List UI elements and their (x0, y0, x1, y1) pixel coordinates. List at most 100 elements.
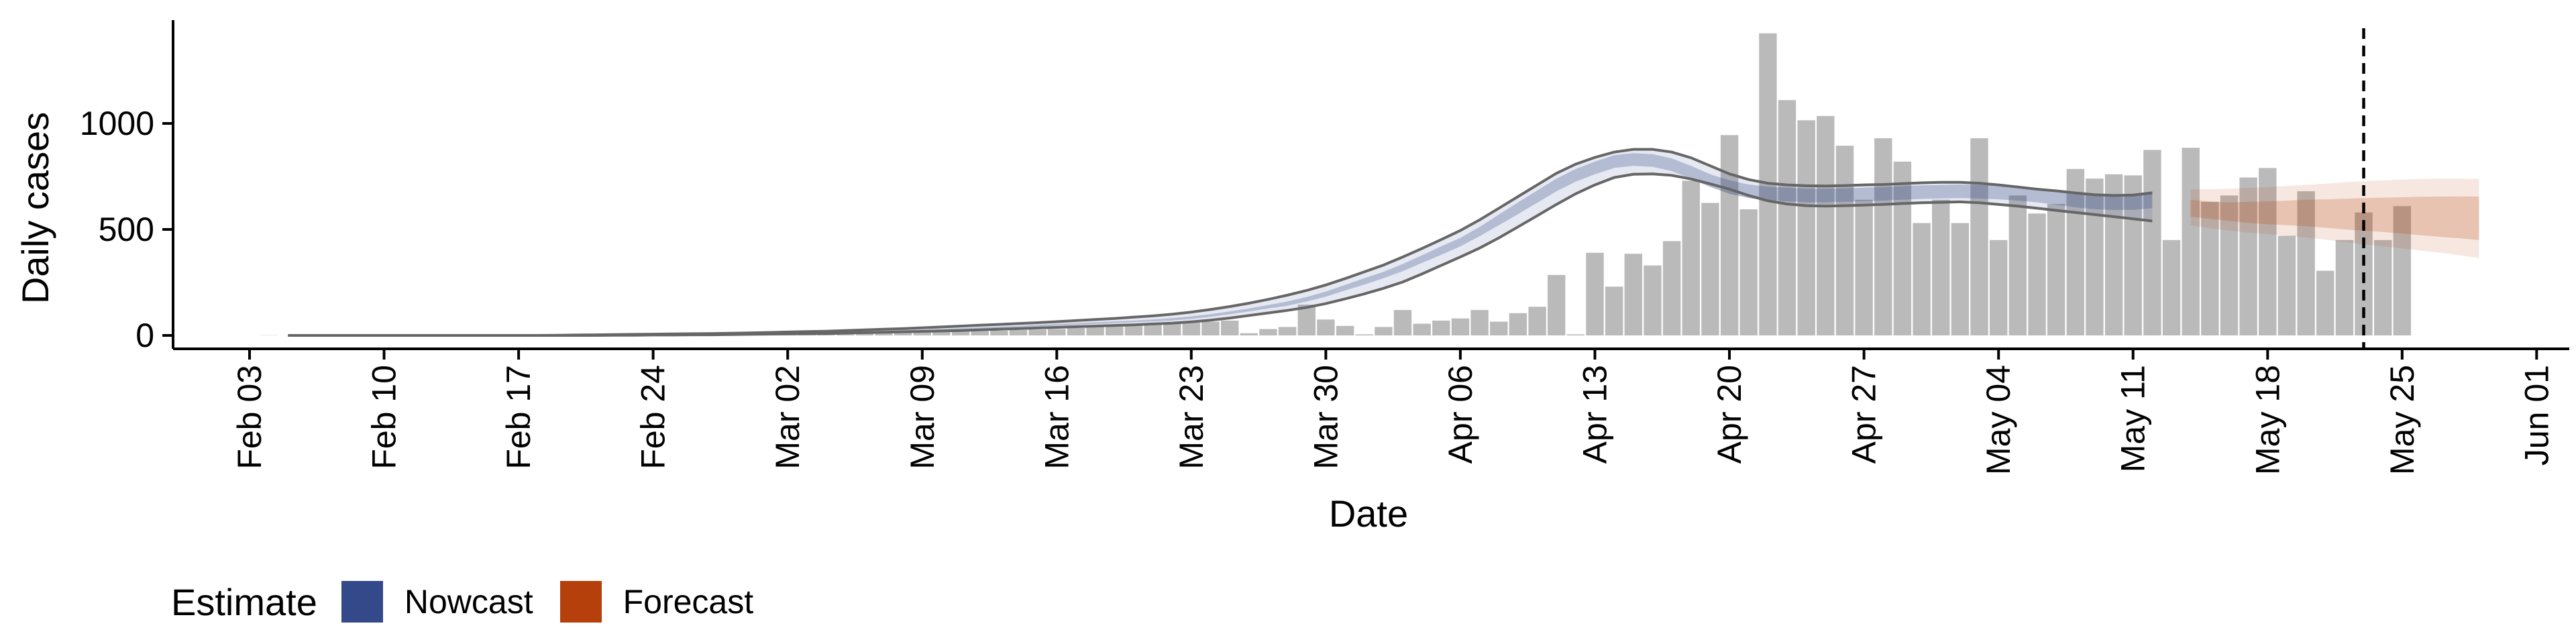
case-bar (913, 332, 931, 335)
legend-swatch-nowcast (341, 581, 383, 623)
case-bar (1586, 252, 1604, 335)
x-tick-label: May 18 (2249, 365, 2286, 475)
case-bar (1144, 325, 1162, 335)
y-axis-ticks: 0 500 1000 (80, 105, 173, 354)
x-tick-label: May 11 (2114, 365, 2152, 472)
y-tick-label: 0 (136, 317, 154, 354)
case-bar (1662, 241, 1681, 335)
x-tick-label: May 25 (2383, 365, 2421, 475)
case-bar (990, 331, 1008, 335)
legend-title: Estimate (171, 580, 317, 623)
case-bar (2201, 201, 2219, 335)
case-bar (1297, 305, 1316, 335)
case-bar (1566, 334, 1585, 335)
case-bar (1893, 161, 1912, 335)
case-bar (894, 333, 912, 335)
case-bar (2259, 168, 2277, 335)
case-bar (1451, 318, 1470, 335)
case-bar (1701, 203, 1719, 335)
case-bar (1221, 320, 1239, 335)
case-bar (1644, 265, 1662, 335)
case-bar (1067, 327, 1085, 335)
case-bar (1970, 138, 1988, 335)
case-bar (2028, 213, 2046, 335)
case-bar (1336, 325, 1354, 335)
x-tick-label: Feb 03 (231, 365, 268, 470)
x-tick-label: Mar 23 (1173, 365, 1210, 470)
case-bar (1855, 199, 1873, 335)
legend-label-forecast: Forecast (623, 583, 754, 621)
case-bar (2277, 235, 2296, 335)
case-bar (1509, 313, 1527, 335)
case-bar (932, 331, 951, 335)
case-bar (2239, 177, 2257, 335)
legend-swatch-forecast (559, 581, 602, 623)
x-tick-label: Feb 17 (500, 365, 537, 470)
case-bar (1317, 319, 1335, 335)
case-bar (1990, 239, 2008, 335)
case-bar (1432, 320, 1450, 335)
x-tick-label: Mar 02 (769, 365, 806, 470)
case-bar (1739, 209, 1758, 335)
forecast-inner-band (2190, 196, 2479, 240)
case-bar (1797, 120, 1815, 336)
x-axis-label: Date (1329, 492, 1408, 535)
case-bar (1355, 334, 1373, 335)
case-bar (837, 333, 855, 335)
case-bar (1163, 323, 1181, 335)
case-bar (1913, 223, 1931, 335)
case-bar (1490, 321, 1508, 335)
case-bar (2047, 204, 2065, 335)
case-bar (2104, 174, 2123, 335)
case-bar (1720, 135, 1739, 335)
case-bar (875, 333, 893, 335)
case-bar (1413, 323, 1431, 335)
case-bar (1605, 286, 1623, 335)
case-bar (1835, 146, 1854, 335)
case-bar (1393, 310, 1412, 335)
case-bar (1548, 274, 1566, 335)
case-bar (1028, 329, 1046, 335)
case-bar (2086, 178, 2104, 335)
case-bar (2335, 239, 2354, 335)
x-tick-label: Apr 27 (1845, 365, 1883, 464)
x-tick-label: Mar 09 (904, 365, 941, 470)
y-tick-label: 1000 (80, 105, 154, 142)
case-bar (1932, 199, 1950, 335)
case-bar (1182, 323, 1201, 335)
case-bar (1048, 329, 1066, 335)
y-axis-label: Daily cases (14, 112, 56, 304)
case-bar (1278, 327, 1297, 335)
case-bar (2162, 239, 2181, 335)
case-bar (1624, 254, 1642, 335)
case-bar (1375, 327, 1393, 335)
case-bar (1259, 329, 1277, 335)
case-bar (971, 331, 989, 335)
x-tick-label: Feb 24 (635, 365, 672, 470)
forecast-outer-band (2190, 178, 2479, 258)
estimate-bands (288, 149, 2479, 335)
y-tick-label: 500 (99, 211, 154, 248)
case-bar (2220, 195, 2239, 335)
legend: Estimate Nowcast Forecast (171, 578, 780, 625)
x-axis-ticks: Feb 03 Feb 10 Feb 17 Feb 24 Mar 02 Mar 09 Mar … (231, 349, 2555, 475)
case-bar (1086, 327, 1104, 335)
x-tick-label: Apr 06 (1442, 365, 1479, 464)
x-tick-label: Apr 20 (1711, 365, 1748, 464)
case-bar (1874, 138, 1892, 335)
case-bar (2182, 148, 2200, 336)
case-bar (1778, 100, 1796, 335)
case-bar (1682, 180, 1700, 335)
nowcast-upper-line (288, 148, 2153, 337)
x-tick-label: Jun 01 (2518, 365, 2555, 466)
x-tick-label: May 04 (1980, 365, 2017, 475)
x-tick-label: Mar 16 (1038, 365, 1075, 470)
case-bar (2008, 195, 2027, 335)
case-bar (855, 333, 873, 335)
case-bar (1951, 223, 1970, 335)
case-bar (1470, 310, 1489, 335)
legend-label-nowcast: Nowcast (404, 583, 533, 621)
case-bar (2297, 191, 2315, 335)
case-bar (1201, 321, 1220, 335)
